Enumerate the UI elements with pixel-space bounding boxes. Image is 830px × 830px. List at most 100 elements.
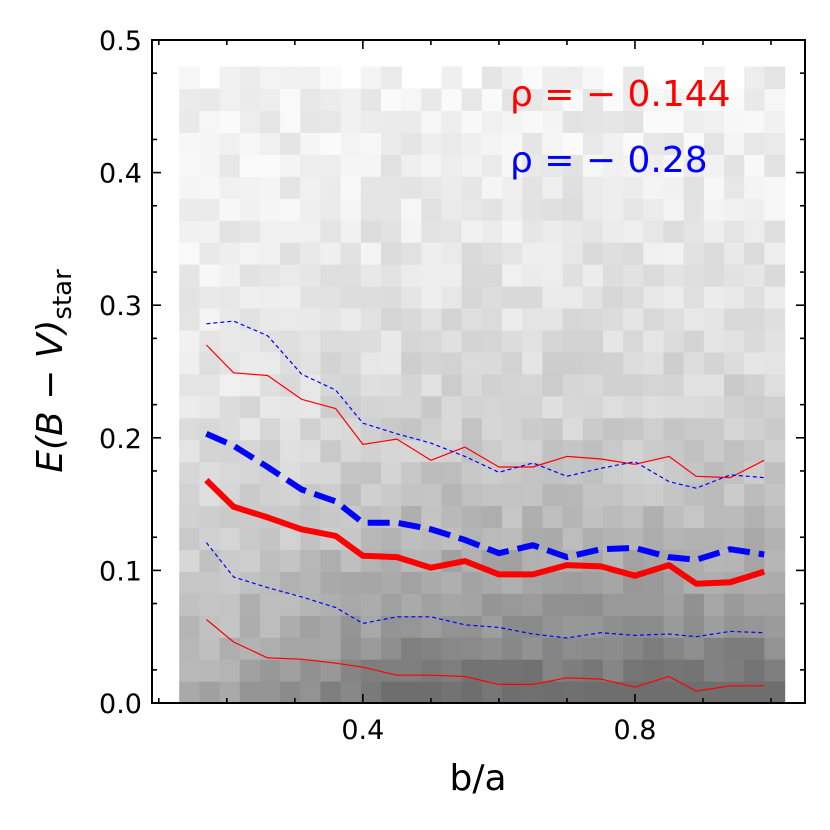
heatmap-cell [724,285,745,309]
heatmap-cell [300,615,322,638]
heatmap-cell [360,527,382,550]
heatmap-cell [179,549,200,572]
heatmap-cell [461,395,483,419]
heatmap-cell [421,154,443,177]
heatmap-cell [764,154,786,177]
heatmap-cell [522,439,544,463]
heatmap-cell [179,285,200,309]
heatmap-cell [239,681,261,704]
heatmap-cell [663,220,685,243]
heatmap-cell [481,132,503,155]
heatmap-cell [502,659,523,682]
heatmap-cell [643,527,665,550]
heatmap-cell [280,264,301,287]
heatmap-cell [219,220,241,243]
heatmap-cell [360,198,382,221]
heatmap-cell [481,351,503,375]
heatmap-cell [300,461,322,485]
heatmap-cell [280,154,301,177]
heatmap-cell [481,395,503,419]
heatmap-cell [623,285,644,309]
heatmap-cell [239,66,261,90]
heatmap-cell [340,461,362,485]
heatmap-cell [724,220,745,243]
heatmap-cell [199,264,221,287]
heatmap-cell [724,637,745,660]
density-heatmap [179,66,786,704]
heatmap-cell [623,505,644,529]
heatmap-cell [663,439,685,463]
heatmap-cell [562,307,584,331]
heatmap-cell [562,88,584,112]
heatmap-cell [179,439,200,463]
heatmap-cell [602,417,624,441]
heatmap-cell [401,615,422,638]
heatmap-cell [199,154,221,177]
heatmap-cell [340,659,362,682]
heatmap-cell [481,264,503,287]
heatmap-cell [724,176,745,199]
heatmap-cell [683,439,705,463]
heatmap-cell [663,637,685,660]
heatmap-cell [764,176,786,199]
heatmap-cell [582,637,604,660]
heatmap-cell [320,439,342,463]
heatmap-cell [522,395,544,419]
heatmap-cell [461,329,483,353]
heatmap-cell [481,176,503,199]
heatmap-cell [764,373,786,397]
heatmap-cell [663,373,685,397]
heatmap-cell [643,483,665,507]
heatmap-cell [502,681,523,704]
heatmap-cell [461,659,483,682]
heatmap-cell [239,220,261,243]
heatmap-cell [259,395,281,419]
heatmap-cell [764,505,786,529]
heatmap-cell [259,176,281,199]
heatmap-cell [623,439,644,463]
x-tick-label: 0.8 [613,715,656,746]
heatmap-cell [340,242,362,265]
heatmap-cell [502,154,523,177]
heatmap-cell [360,176,382,199]
heatmap-cell [421,132,443,155]
heatmap-cell [582,154,604,177]
heatmap-cell [522,373,544,397]
heatmap-cell [381,637,402,660]
heatmap-cell [663,395,685,419]
heatmap-cell [179,527,200,550]
heatmap-cell [683,681,705,704]
heatmap-cell [724,527,745,550]
heatmap-cell [401,329,422,353]
heatmap-cell [441,637,463,660]
heatmap-cell [360,329,382,353]
heatmap-cell [542,461,564,485]
heatmap-cell [199,242,221,265]
heatmap-cell [360,132,382,155]
heatmap-cell [602,329,624,353]
heatmap-cell [421,198,443,221]
heatmap-cell [602,242,624,265]
heatmap-cell [461,505,483,529]
heatmap-cell [219,285,241,309]
heatmap-cell [683,132,705,155]
heatmap-cell [441,351,463,375]
heatmap-cell [502,88,523,112]
heatmap-cell [259,549,281,572]
heatmap-cell [441,198,463,221]
heatmap-cell [502,66,523,90]
heatmap-cell [582,198,604,221]
heatmap-cell [320,307,342,331]
heatmap-cell [602,659,624,682]
heatmap-cell [764,571,786,594]
heatmap-cell [481,154,503,177]
heatmap-cell [340,681,362,704]
heatmap-cell [522,637,544,660]
heatmap-cell [502,439,523,463]
heatmap-cell [542,88,564,112]
heatmap-cell [744,110,766,133]
heatmap-cell [340,373,362,397]
heatmap-cell [623,483,644,507]
heatmap-cell [562,439,584,463]
heatmap-cell [744,395,766,419]
